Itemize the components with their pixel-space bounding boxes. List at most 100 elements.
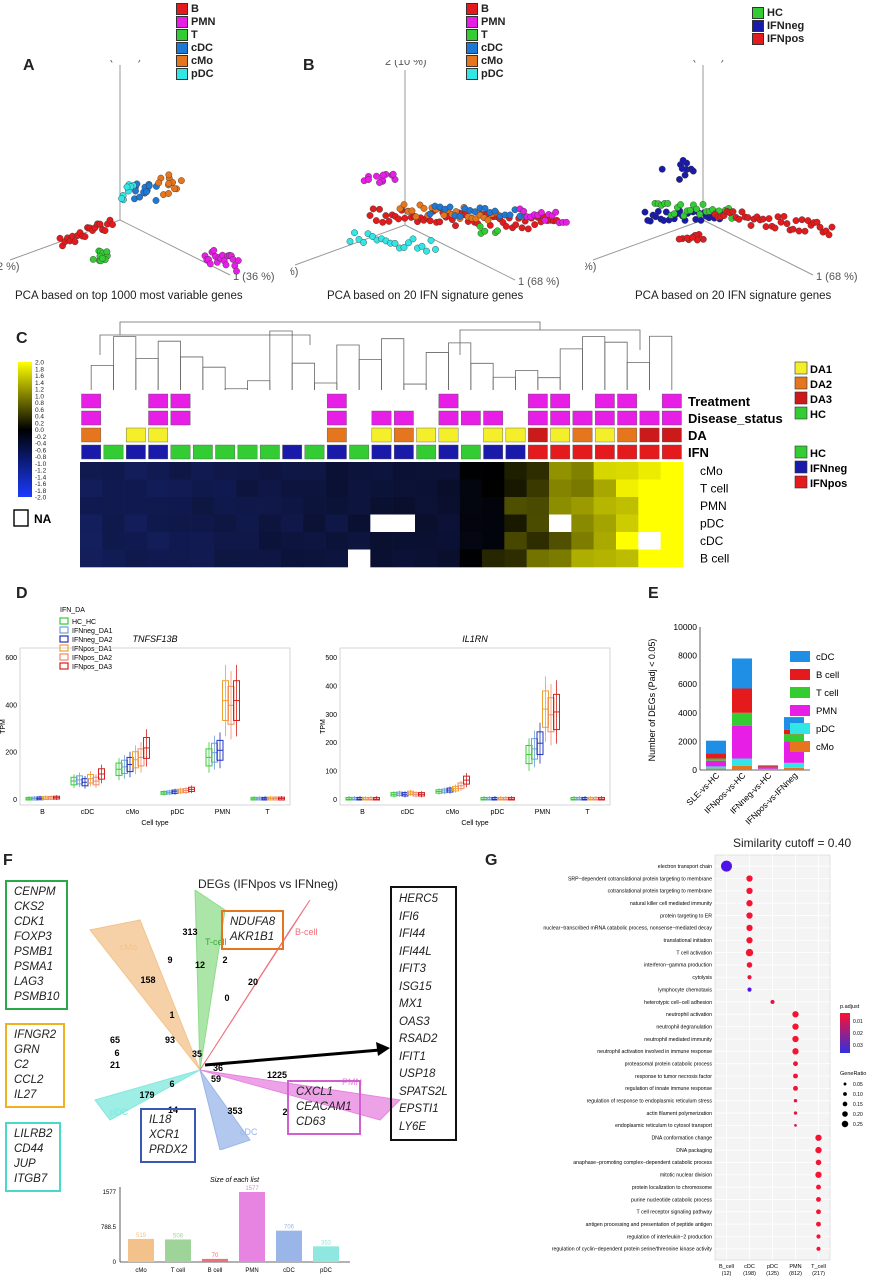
dendro-branch — [99, 334, 311, 355]
dot — [816, 1197, 821, 1202]
gr-legend-dot — [842, 1101, 848, 1107]
bar-segment — [732, 688, 752, 713]
gene-name: HERC5 — [399, 893, 438, 905]
heatmap-cell — [236, 497, 259, 515]
scale-tick: -1.2 — [35, 468, 47, 475]
heatmap-cell — [191, 532, 215, 550]
axis-label-1: 1 (68 %) — [518, 276, 560, 288]
pca-point — [777, 218, 785, 226]
dendrogram — [90, 321, 673, 390]
da-legend-label: DA3 — [810, 394, 832, 406]
axis-3 — [294, 224, 406, 266]
pca-point — [481, 204, 489, 212]
dotplot-title: Similarity cutoff = 0.40 — [733, 836, 852, 850]
venn-count: 158 — [140, 975, 155, 985]
legend-label: HC_HC — [72, 619, 96, 626]
pca-point — [389, 170, 397, 178]
axis-label-3: 3 (6 %) — [585, 261, 596, 273]
pca-plot-a: 2 (13 %) 1 (36 %) 3 (12 %) — [0, 60, 275, 283]
venn-count: 35 — [192, 1049, 202, 1059]
gene-name: LAG3 — [14, 976, 44, 988]
annotation-cell — [483, 427, 504, 443]
heatmap-cell — [191, 549, 215, 568]
dot — [794, 1124, 797, 1127]
bar-segment — [732, 758, 752, 766]
heatmap-cell — [147, 532, 170, 550]
pca-point — [738, 208, 746, 216]
row-label: PMN — [700, 499, 727, 513]
pca-point — [654, 207, 662, 215]
pca-point — [789, 225, 797, 233]
heatmap-cell — [281, 514, 304, 533]
heatmap-cell — [102, 462, 125, 480]
heatmap-cell — [415, 479, 438, 498]
ifn-legend-label: IFNneg — [810, 463, 847, 475]
p-tick: 0.03 — [853, 1043, 863, 1049]
x-label: Cell type — [141, 820, 168, 827]
legend-item-PMN: PMN — [176, 15, 215, 28]
annotation-cell — [371, 444, 392, 460]
x-tick: T — [585, 809, 590, 816]
pca-point — [436, 218, 444, 226]
heatmap-cell — [392, 497, 416, 515]
dot — [793, 1111, 798, 1115]
bar-segment — [784, 762, 804, 768]
pointer-arrowhead — [376, 1042, 390, 1056]
heatmap-cell — [169, 514, 192, 533]
pca-point — [56, 234, 64, 242]
legend-swatch — [176, 41, 188, 54]
dot — [746, 887, 753, 895]
bar-segment — [758, 768, 778, 769]
dendro-branch — [157, 340, 181, 390]
pca-point — [123, 183, 131, 191]
pca-point — [801, 227, 809, 235]
heatmap-cell — [303, 479, 326, 498]
term-label: DNA packaging — [676, 1148, 712, 1154]
dot — [746, 875, 753, 882]
gr-legend-title: GeneRatio — [840, 1071, 866, 1077]
color-scale-bar — [18, 362, 32, 497]
col-label: PMN — [789, 1264, 801, 1270]
pca-point — [109, 221, 116, 229]
pca-point — [426, 217, 434, 225]
heatmap-cell — [571, 497, 594, 515]
pca-point — [206, 260, 214, 268]
heatmap-cell — [482, 462, 505, 480]
dot — [792, 1048, 799, 1055]
size-category: B cell — [208, 1268, 223, 1274]
annotation-cell — [148, 427, 169, 443]
dendro-branch — [559, 348, 583, 390]
heatmap-cell — [169, 532, 192, 550]
dendro-branch — [425, 352, 449, 390]
legend-label: pDC — [481, 67, 504, 80]
heatmap-cell — [80, 549, 103, 568]
heatmap-cell — [325, 549, 349, 568]
dot — [745, 948, 754, 957]
annotation-cell — [349, 444, 370, 460]
dendro-branch — [90, 364, 114, 390]
heatmap-cell — [526, 514, 550, 533]
pca-point — [405, 239, 412, 247]
heatmap-cell — [415, 532, 438, 550]
axis-1 — [702, 219, 814, 276]
gene-box-top: NDUFA8 AKR1B1 — [221, 910, 285, 950]
annotation-cell — [103, 444, 124, 460]
pca-point — [825, 231, 833, 239]
petal-label: cMo — [120, 942, 137, 952]
pca-point — [476, 222, 484, 230]
term-label: antigen processing and presentation of p… — [586, 1222, 712, 1228]
bar-segment — [758, 766, 778, 768]
heatmap-cell — [392, 514, 416, 533]
heatmap-cell — [415, 549, 438, 568]
legend-swatch — [176, 28, 188, 41]
legend-swatch — [59, 626, 69, 634]
size-value: 1577 — [245, 1186, 259, 1192]
heatmap-cell — [124, 462, 148, 480]
plot-frame — [339, 647, 611, 806]
bar-segment — [784, 734, 804, 742]
heatmap-cell — [370, 514, 393, 533]
legend-item-B: B — [176, 2, 215, 15]
heatmap-cell — [616, 532, 639, 550]
annotation-cell — [259, 444, 280, 460]
annotation-cell — [483, 444, 504, 460]
